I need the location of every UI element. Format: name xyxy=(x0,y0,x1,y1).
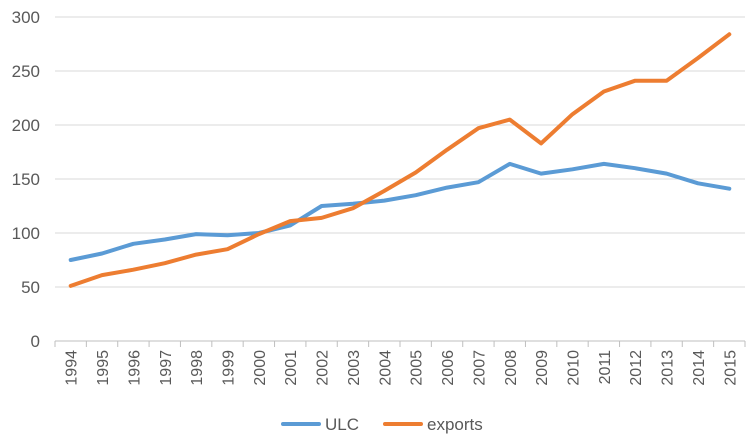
y-tick-label: 150 xyxy=(12,170,40,189)
x-tick-label: 2014 xyxy=(691,350,708,386)
y-tick-label: 200 xyxy=(12,116,40,135)
x-tick-label: 2012 xyxy=(628,350,645,386)
x-tick-label: 2008 xyxy=(503,350,520,386)
x-axis: 1994 1995 1996 1997 1998 1999 2000 2001 2002 2003… xyxy=(54,341,746,386)
x-tick-label: 1999 xyxy=(221,350,238,386)
series-line-ulc xyxy=(68,161,732,262)
y-axis-ticks: 0 50 100 150 200 250 300 xyxy=(12,8,40,351)
x-tick-label: 2007 xyxy=(471,350,488,386)
series-lines xyxy=(68,32,732,288)
x-tick-label: 2006 xyxy=(440,350,457,386)
x-tick-label: 2010 xyxy=(566,350,583,386)
x-tick-label: 2015 xyxy=(722,350,739,386)
x-tick-label: 2013 xyxy=(660,350,677,386)
x-tick-label: 1997 xyxy=(158,350,175,386)
x-tick-label: 2000 xyxy=(252,350,269,386)
x-tick-label: 2001 xyxy=(283,350,300,386)
legend: ULC exports xyxy=(281,415,483,434)
x-tick-label: 1996 xyxy=(126,350,143,386)
series-line-exports xyxy=(68,32,732,288)
y-tick-label: 300 xyxy=(12,8,40,27)
y-tick-label: 100 xyxy=(12,224,40,243)
legend-label-ulc: ULC xyxy=(325,415,359,434)
x-tick-label: 2011 xyxy=(597,350,614,385)
y-tick-label: 50 xyxy=(21,278,40,297)
x-tick-label: 2005 xyxy=(409,350,426,386)
x-tick-label: 2004 xyxy=(377,350,394,386)
y-tick-label: 250 xyxy=(12,62,40,81)
y-tick-label: 0 xyxy=(31,332,40,351)
legend-label-exports: exports xyxy=(427,415,483,434)
x-tick-label: 1994 xyxy=(64,350,81,386)
x-tick-label: 2003 xyxy=(346,350,363,386)
x-tick-label: 1998 xyxy=(189,350,206,386)
gridlines xyxy=(55,16,745,342)
x-tick-label: 1995 xyxy=(95,350,112,386)
x-tick-label: 2009 xyxy=(534,350,551,386)
x-tick-label: 2002 xyxy=(315,350,332,386)
